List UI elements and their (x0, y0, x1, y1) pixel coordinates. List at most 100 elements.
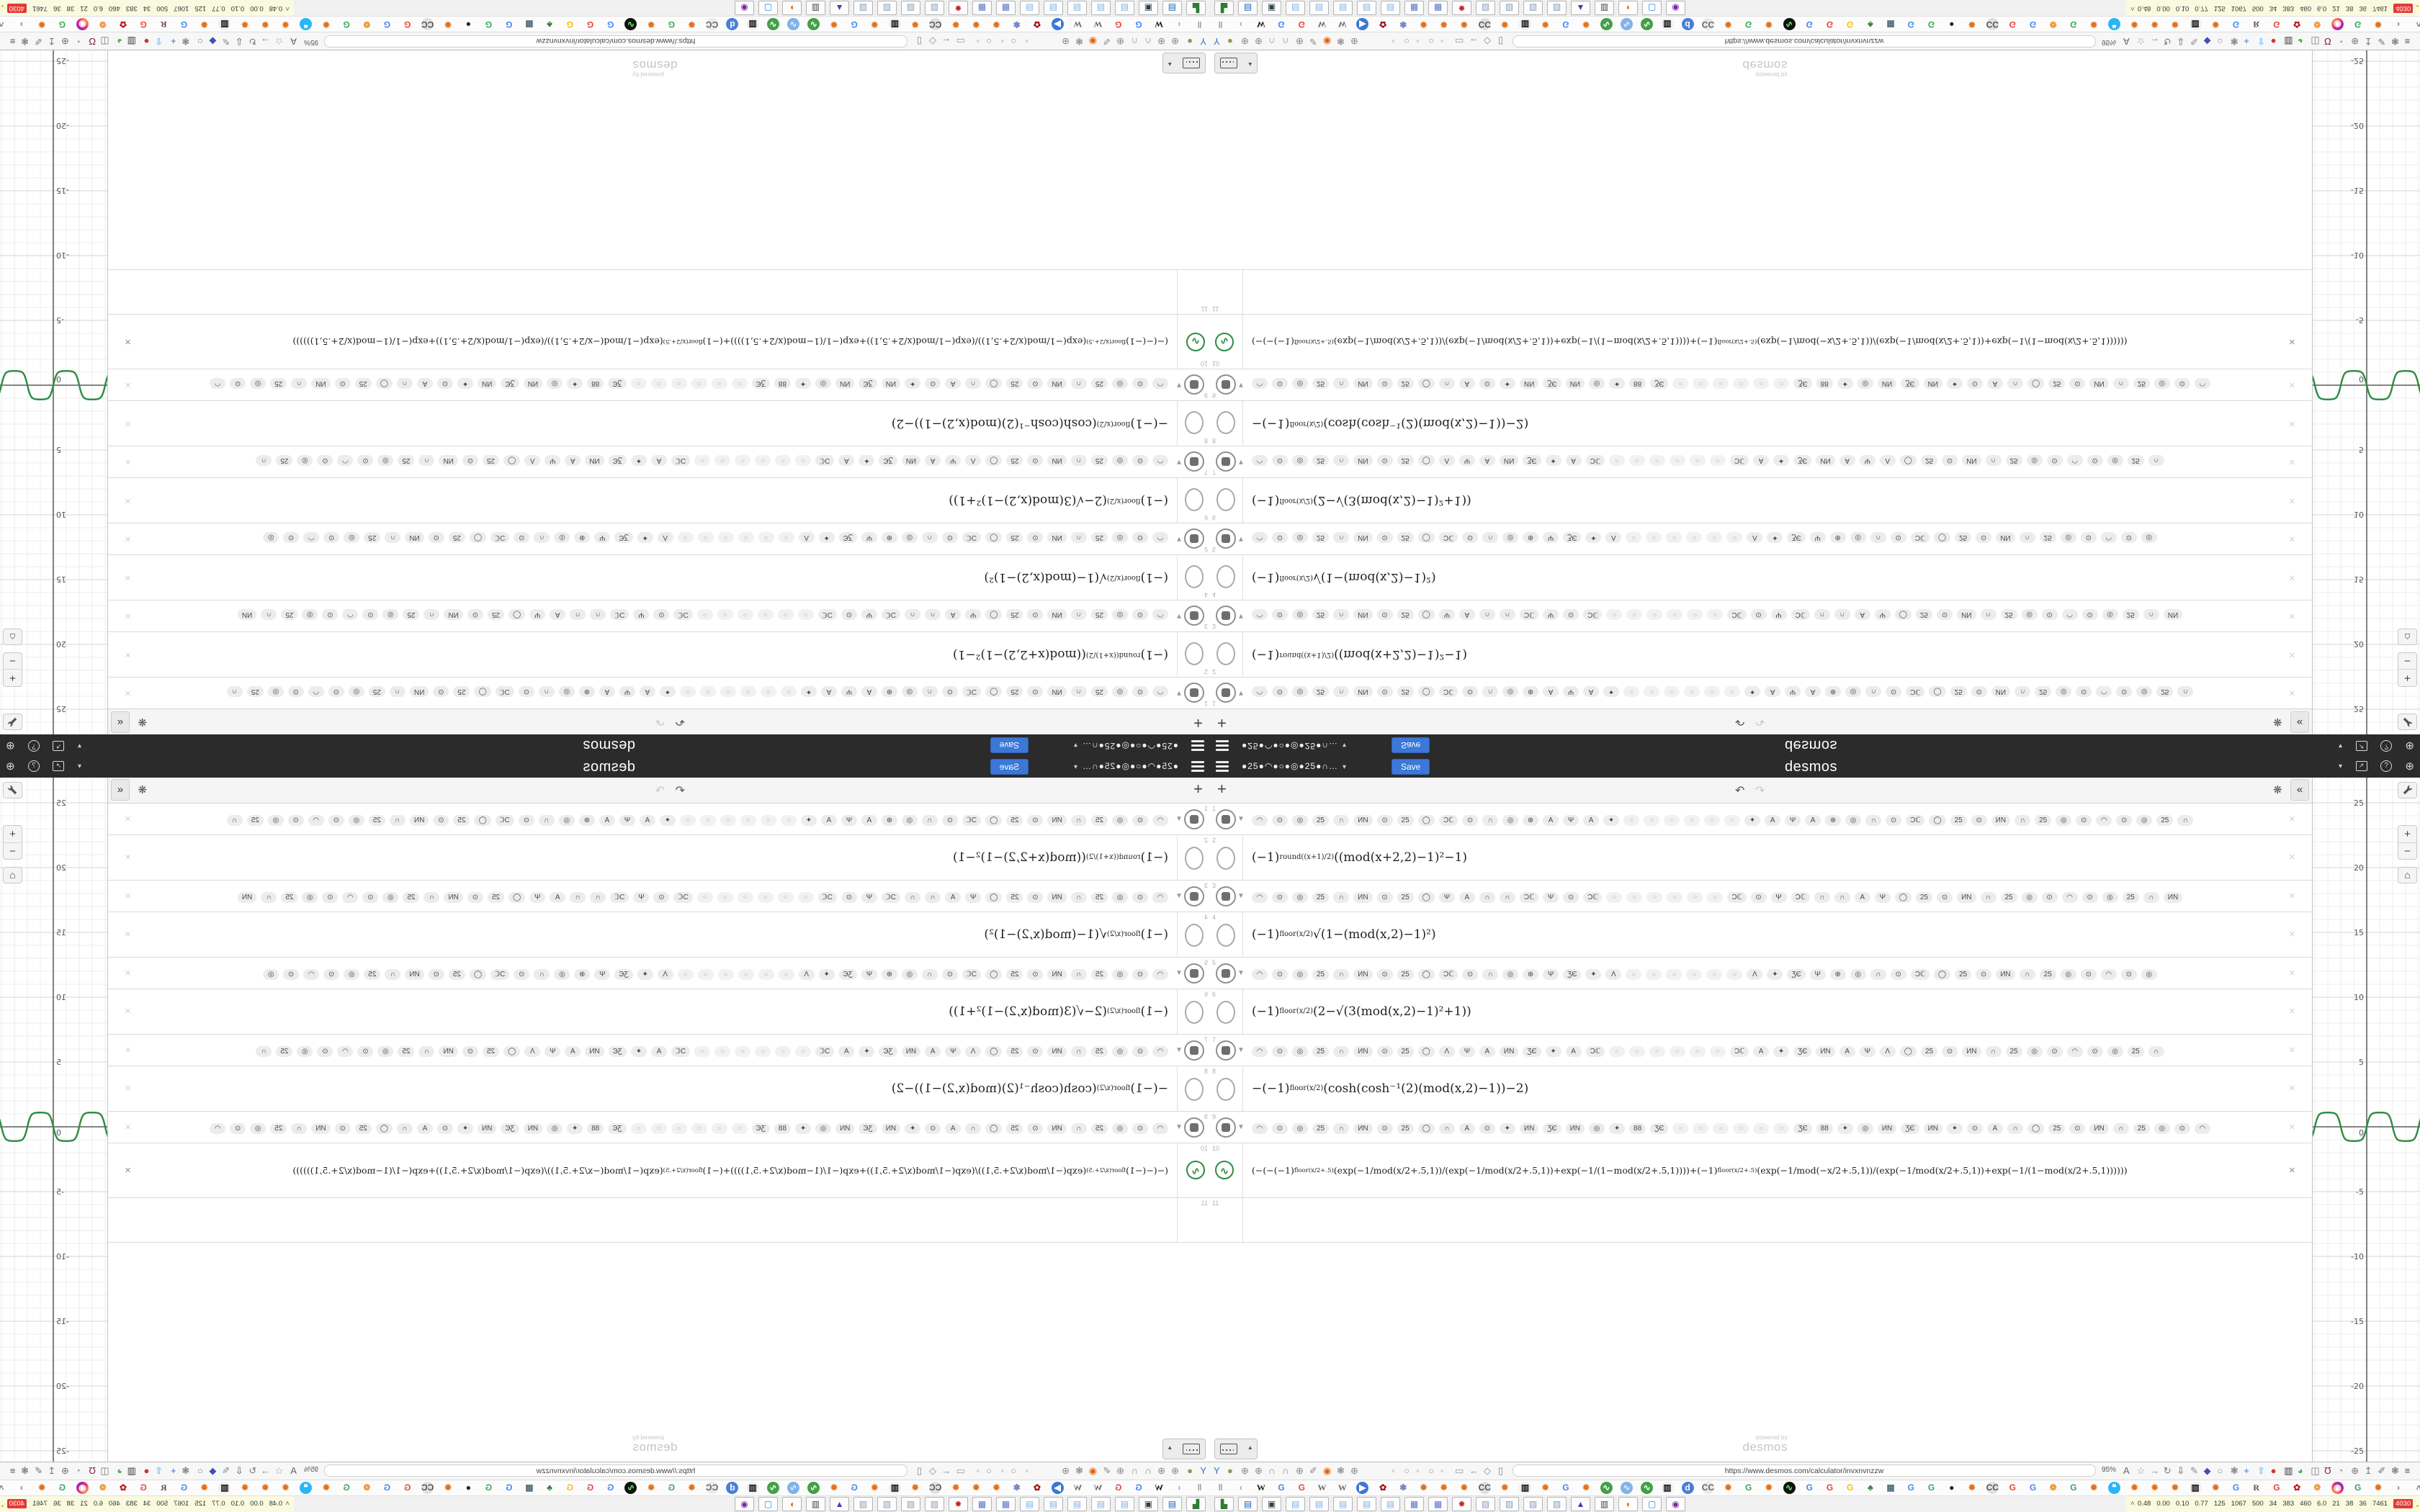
app-launcher-button[interactable]: ▢ (758, 1, 778, 15)
bookmark-favicon[interactable]: ✹ (1460, 1482, 1468, 1493)
graph-title-dropdown[interactable]: ●25●◠●○●◎●25●∩… ▾ (1073, 761, 1178, 771)
delete-row-icon[interactable]: × (2289, 379, 2295, 392)
bookmark-favicon[interactable]: ✹ (952, 19, 960, 30)
expression-row[interactable]: 11 (108, 1198, 1210, 1243)
expression-formula[interactable]: (−1) floor(x/2) √(1−(mod(x,2)−1)²) (984, 927, 1168, 942)
curve-hidden-icon[interactable] (1216, 565, 1235, 588)
curve-hidden-icon[interactable] (1216, 847, 1235, 870)
bookmark-favicon[interactable]: ❁ (2313, 19, 2321, 30)
curve-hidden-icon[interactable] (1185, 1078, 1204, 1101)
nav-icon[interactable]: ∩ (1131, 36, 1138, 47)
stats-expand-caret[interactable]: ˄ (285, 4, 290, 12)
help-icon[interactable]: ? (2380, 760, 2392, 772)
expression-row[interactable]: 6 (−1) floor(x/2) (2−√(3(mod(x,2)−1)²+1)) × (1210, 477, 2312, 523)
nav-icon[interactable]: ▭ (956, 1465, 965, 1476)
extension-icon[interactable]: ☆ (2136, 1465, 2146, 1476)
bookmark-favicon[interactable]: ✹ (1501, 1482, 1509, 1493)
app-launcher-button[interactable]: ▥ (1595, 1, 1614, 15)
url-field[interactable]: https://www.desmos.com/calculator/invxnv… (324, 35, 908, 48)
bookmark-favicon[interactable]: W (1337, 1482, 1347, 1493)
bookmark-favicon[interactable]: ‹ (1178, 1482, 1181, 1493)
tab-dot-icon[interactable]: ◦ (1025, 36, 1028, 47)
bookmark-favicon[interactable]: ∿ (766, 18, 779, 30)
bookmark-favicon[interactable]: ▥ (1519, 1482, 1531, 1494)
curve-hidden-icon[interactable] (1216, 642, 1235, 665)
bookmark-favicon[interactable]: R (2253, 19, 2260, 30)
folder-icon[interactable] (1184, 374, 1204, 395)
expression-formula[interactable]: (−(−(−1) floor(x/2+.5) (exp(−1/mod(x/2+.5,… (1252, 1165, 2128, 1176)
bookmark-favicon[interactable]: ✹ (992, 1482, 1000, 1493)
expression-formula[interactable]: −(−1) floor(x/2) (cosh(cosh⁻¹(2)(mod(x,2)−… (891, 1081, 1168, 1096)
extension-icon[interactable]: ▥ (2284, 1465, 2293, 1476)
nav-icon[interactable]: ⊕ (1171, 1465, 1179, 1476)
nav-icon[interactable]: ❃ (1337, 36, 1345, 47)
stats-expand-caret[interactable]: ˄ (2130, 4, 2135, 12)
bookmark-favicon[interactable]: G (851, 19, 858, 30)
bookmark-favicon[interactable]: ✹ (1582, 19, 1590, 30)
bookmark-favicon[interactable]: ▦ (525, 1482, 534, 1493)
bookmark-favicon[interactable]: ▦ (525, 19, 534, 30)
curve-hidden-icon[interactable] (1185, 565, 1204, 588)
extension-icon[interactable]: ↥ (48, 36, 56, 47)
nav-icon[interactable]: ∩ (1282, 1465, 1289, 1476)
bookmark-favicon[interactable]: G (506, 19, 513, 30)
stats-expand-caret[interactable]: ˄ (285, 1500, 290, 1508)
nav-icon[interactable]: ● (1187, 36, 1193, 47)
app-launcher-button[interactable]: ◗ (1618, 1, 1638, 15)
extension-icon[interactable]: ✎ (2190, 36, 2198, 47)
account-globe-icon[interactable]: ⊕ (6, 739, 15, 752)
extension-icon[interactable]: ⊕ (2351, 1465, 2360, 1476)
extension-icon[interactable]: ◆ (209, 1465, 217, 1476)
bookmark-favicon[interactable]: ‹ (1239, 1482, 1242, 1493)
bookmark-favicon[interactable]: ▥ (218, 1482, 231, 1494)
help-icon[interactable]: ? (2380, 740, 2392, 752)
tab-dot-icon[interactable]: ○ (1404, 36, 1410, 47)
bookmark-favicon[interactable]: ✹ (1968, 19, 1976, 30)
delete-row-icon[interactable]: × (2289, 889, 2295, 902)
bookmark-favicon[interactable]: ✹ (1440, 19, 1448, 30)
extension-icon[interactable]: ● (143, 1465, 150, 1476)
bookmark-favicon[interactable]: ∿ (1641, 1482, 1654, 1494)
bookmark-favicon[interactable]: ● (1949, 1482, 1955, 1493)
hamburger-menu-icon[interactable] (1190, 739, 1204, 751)
bookmark-favicon[interactable]: ▥ (2189, 1482, 2202, 1494)
extension-icon[interactable]: ↻ (248, 36, 257, 47)
nav-icon[interactable]: ✐ (1103, 36, 1111, 47)
bookmark-favicon[interactable]: CC (1701, 1482, 1714, 1494)
bookmark-favicon[interactable]: ❁ (2313, 1482, 2321, 1493)
bookmark-favicon[interactable]: ✹ (1765, 19, 1773, 30)
bookmark-favicon[interactable]: G (1826, 19, 1834, 30)
nav-icon[interactable]: ⊕ (1350, 1465, 1358, 1476)
delete-row-icon[interactable]: × (2289, 1005, 2295, 1017)
bookmark-favicon[interactable]: W (1317, 19, 1327, 30)
zoom-in-button[interactable]: + (2398, 826, 2416, 843)
tab-dot-icon[interactable]: ◦ (1440, 1465, 1444, 1476)
edit-list-gear-icon[interactable]: ❋ (138, 716, 147, 728)
expression-formula[interactable]: −(−1) floor(x/2) (cosh(cosh⁻¹(2)(mod(x,2)−… (1252, 416, 1529, 431)
expression-formula[interactable]: (−1) floor(x/2) √(1−(mod(x,2)−1)²) (1252, 570, 1436, 585)
extension-icon[interactable]: ○ (197, 1465, 203, 1476)
bookmark-favicon[interactable]: d (1681, 1482, 1694, 1494)
bookmark-favicon[interactable]: G (2354, 19, 2362, 30)
extension-icon[interactable]: ◕ (117, 36, 123, 47)
extension-icon[interactable]: → (260, 1465, 270, 1476)
bookmark-favicon[interactable]: ✹ (1541, 1482, 1549, 1493)
app-launcher-button[interactable]: ✹ (1452, 1497, 1471, 1511)
nav-icon[interactable]: Y (1200, 36, 1206, 47)
nav-icon[interactable]: ⊕ (1157, 1465, 1165, 1476)
nav-icon[interactable]: ← (941, 36, 951, 47)
bookmark-favicon[interactable]: ✹ (830, 1482, 838, 1493)
graph-settings-wrench-button[interactable] (2398, 782, 2417, 798)
tab-dot-icon[interactable]: ◦ (1000, 36, 1004, 47)
extension-icon[interactable]: ▥ (127, 1465, 136, 1476)
bookmark-favicon[interactable]: ▶ (1356, 18, 1369, 30)
bookmark-favicon[interactable]: ✿ (1033, 19, 1041, 30)
folder-icon[interactable] (1184, 886, 1204, 906)
delete-row-icon[interactable]: × (2289, 610, 2295, 623)
extension-icon[interactable]: ≡ (9, 1465, 16, 1476)
expression-formula[interactable]: (−(−(−1) floor(x/2+.5) (exp(−1/mod(x/2+.5,… (292, 336, 1168, 347)
bookmark-favicon[interactable]: ✹ (1541, 19, 1549, 30)
